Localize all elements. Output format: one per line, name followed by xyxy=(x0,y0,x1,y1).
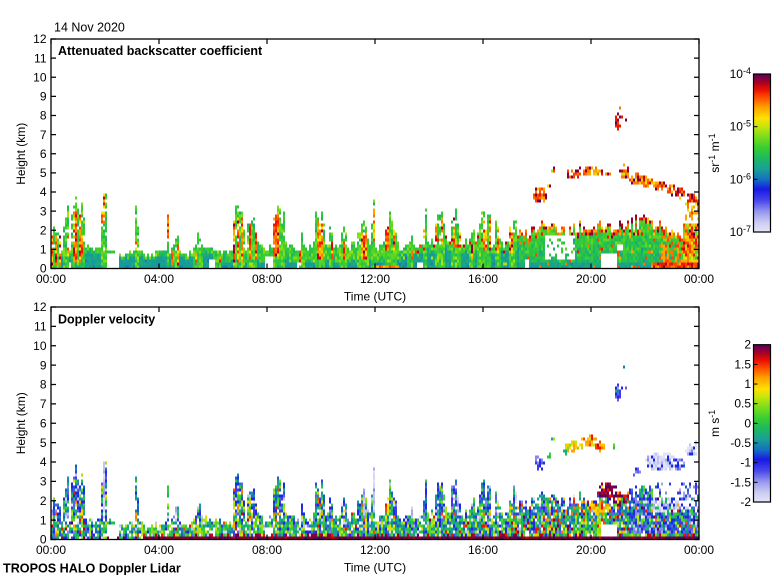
svg-text:8: 8 xyxy=(40,378,47,392)
svg-text:-0.5: -0.5 xyxy=(730,436,751,450)
svg-text:2: 2 xyxy=(40,223,47,237)
svg-text:12: 12 xyxy=(33,32,47,46)
svg-text:7: 7 xyxy=(40,128,47,142)
svg-text:00:00: 00:00 xyxy=(684,272,714,286)
svg-text:9: 9 xyxy=(40,90,47,104)
svg-text:Time (UTC): Time (UTC) xyxy=(344,290,406,304)
svg-text:20:00: 20:00 xyxy=(576,272,606,286)
svg-text:04:00: 04:00 xyxy=(144,543,174,557)
svg-text:Height (km): Height (km) xyxy=(14,123,28,185)
svg-text:14 Nov 2020: 14 Nov 2020 xyxy=(54,21,125,35)
svg-text:00:00: 00:00 xyxy=(684,543,714,557)
svg-text:1: 1 xyxy=(40,513,47,527)
svg-text:0.5: 0.5 xyxy=(734,397,751,411)
svg-text:3: 3 xyxy=(40,204,47,218)
svg-text:5: 5 xyxy=(40,166,47,180)
svg-text:-1: -1 xyxy=(740,456,751,470)
svg-text:1: 1 xyxy=(40,243,47,257)
svg-text:04:00: 04:00 xyxy=(144,272,174,286)
svg-text:Time (UTC): Time (UTC) xyxy=(344,561,406,575)
svg-text:10: 10 xyxy=(33,70,47,84)
svg-text:Height (km): Height (km) xyxy=(14,392,28,454)
svg-text:0: 0 xyxy=(40,533,47,547)
svg-text:10: 10 xyxy=(33,339,47,353)
svg-text:6: 6 xyxy=(40,147,47,161)
svg-text:11: 11 xyxy=(34,320,47,334)
svg-text:6: 6 xyxy=(40,416,47,430)
svg-text:11: 11 xyxy=(34,51,47,65)
svg-text:TROPOS HALO Doppler Lidar: TROPOS HALO Doppler Lidar xyxy=(3,562,181,576)
svg-text:Attenuated backscatter coeffic: Attenuated backscatter coefficient xyxy=(58,44,263,58)
svg-text:00:00: 00:00 xyxy=(36,272,66,286)
svg-text:3: 3 xyxy=(40,475,47,489)
svg-text:2: 2 xyxy=(744,338,751,352)
svg-text:16:00: 16:00 xyxy=(468,543,498,557)
svg-text:08:00: 08:00 xyxy=(252,543,282,557)
svg-text:-2: -2 xyxy=(740,495,751,509)
svg-text:0: 0 xyxy=(40,262,47,276)
svg-text:2: 2 xyxy=(40,494,47,508)
svg-text:5: 5 xyxy=(40,436,47,450)
svg-text:sr-1 m-1: sr-1 m-1 xyxy=(707,133,722,172)
svg-text:4: 4 xyxy=(40,455,47,469)
svg-text:4: 4 xyxy=(40,185,47,199)
svg-text:12:00: 12:00 xyxy=(360,272,390,286)
svg-text:0: 0 xyxy=(744,416,751,430)
svg-text:7: 7 xyxy=(40,397,47,411)
svg-text:12: 12 xyxy=(33,300,47,314)
svg-text:20:00: 20:00 xyxy=(576,543,606,557)
svg-text:12:00: 12:00 xyxy=(360,543,390,557)
svg-text:16:00: 16:00 xyxy=(468,272,498,286)
svg-text:08:00: 08:00 xyxy=(252,272,282,286)
svg-text:1.5: 1.5 xyxy=(734,357,751,371)
svg-text:Doppler velocity: Doppler velocity xyxy=(58,313,155,327)
svg-text:-1.5: -1.5 xyxy=(730,475,751,489)
svg-text:1: 1 xyxy=(744,377,751,391)
svg-text:8: 8 xyxy=(40,109,47,123)
svg-text:00:00: 00:00 xyxy=(36,543,66,557)
svg-text:9: 9 xyxy=(40,358,47,372)
